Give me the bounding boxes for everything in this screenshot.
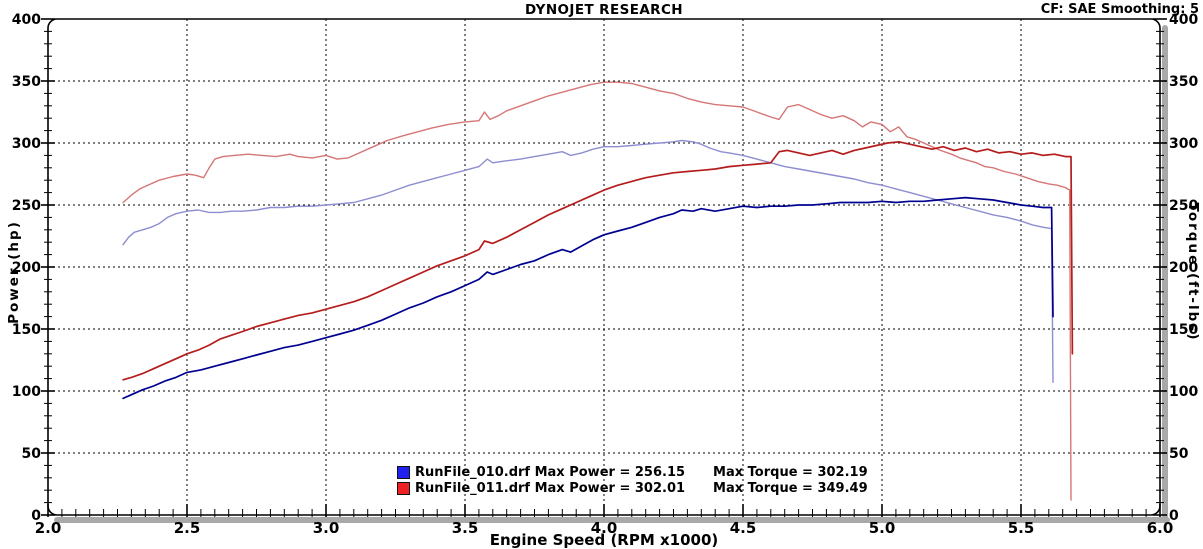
tick-labels: 0 0 50 50 100 100 150 150 200 200 250 250 300 300 350 3…: [12, 12, 1199, 537]
legend-row-run010: RunFile_010.drf Max Power = 256.15 Max T…: [397, 464, 868, 480]
curve-runfile-011-drf-power: [122, 140, 1074, 381]
rpm-tick-label: 2.5: [174, 519, 201, 537]
power-tick-label: 250: [12, 198, 41, 214]
rpm-tick-label: 3.0: [313, 519, 340, 537]
torque-axis-label: Torque (ft-lbs): [1185, 202, 1201, 342]
power-tick-label: 0: [31, 508, 41, 524]
legend-run010-power-text: RunFile_010.drf Max Power = 256.15: [415, 464, 686, 480]
legend-run011-torque-text: Max Torque = 349.49: [713, 480, 868, 496]
rpm-tick-label: 3.5: [452, 519, 479, 537]
torque-tick-label: 50: [1169, 446, 1189, 462]
torque-tick-label: 100: [1169, 384, 1198, 400]
plot-shadow: [54, 517, 1170, 523]
torque-tick-label: 400: [1169, 12, 1198, 28]
plot-shadow: [1162, 25, 1168, 521]
torque-tick-label: 0: [1169, 508, 1179, 524]
power-tick-label: 400: [12, 12, 41, 28]
power-tick-label: 50: [22, 446, 42, 462]
torque-tick-label: 350: [1169, 74, 1198, 90]
power-tick-label: 200: [12, 260, 41, 276]
rpm-tick-label: 4.0: [591, 519, 618, 537]
torque-tick-label: 300: [1169, 136, 1198, 152]
legend-run010-torque-text: Max Torque = 302.19: [713, 464, 868, 480]
torque-tick-label: 250: [1169, 198, 1198, 214]
correction-factor-label: CF: SAE Smoothing: 5: [1040, 2, 1199, 17]
curve-runfile-011-drf-torque: [122, 81, 1072, 501]
run010-color-swatch-icon: [397, 465, 410, 479]
page-title: DYNOJET RESEARCH: [525, 2, 683, 18]
power-tick-label: 100: [12, 384, 41, 400]
legend-row-run011: RunFile_011.drf Max Power = 302.01 Max T…: [397, 480, 868, 496]
power-tick-label: 300: [12, 136, 41, 152]
power-axis-label: Power (hp): [6, 220, 22, 324]
plot-frame: [47, 18, 1161, 516]
rpm-tick-label: 6.0: [1147, 519, 1174, 537]
curve-runfile-010-drf-torque: [122, 139, 1054, 383]
legend: RunFile_010.drf Max Power = 256.15 Max T…: [397, 464, 868, 496]
dyno-curves: [122, 81, 1074, 501]
run011-color-swatch-icon: [397, 481, 410, 495]
power-tick-label: 350: [12, 74, 41, 90]
rpm-tick-label: 5.5: [1008, 519, 1035, 537]
rpm-axis-label: Engine Speed (RPM x1000): [489, 531, 719, 549]
power-tick-label: 150: [12, 322, 41, 338]
torque-tick-label: 150: [1169, 322, 1198, 338]
rpm-tick-label: 5.0: [869, 519, 896, 537]
legend-run011-power-text: RunFile_011.drf Max Power = 302.01: [415, 480, 686, 496]
rpm-tick-label: 4.5: [730, 519, 757, 537]
gridlines: [48, 19, 1160, 515]
torque-tick-label: 200: [1169, 260, 1198, 276]
curve-runfile-010-drf-power: [122, 196, 1054, 400]
rpm-tick-label: 2.0: [35, 519, 62, 537]
